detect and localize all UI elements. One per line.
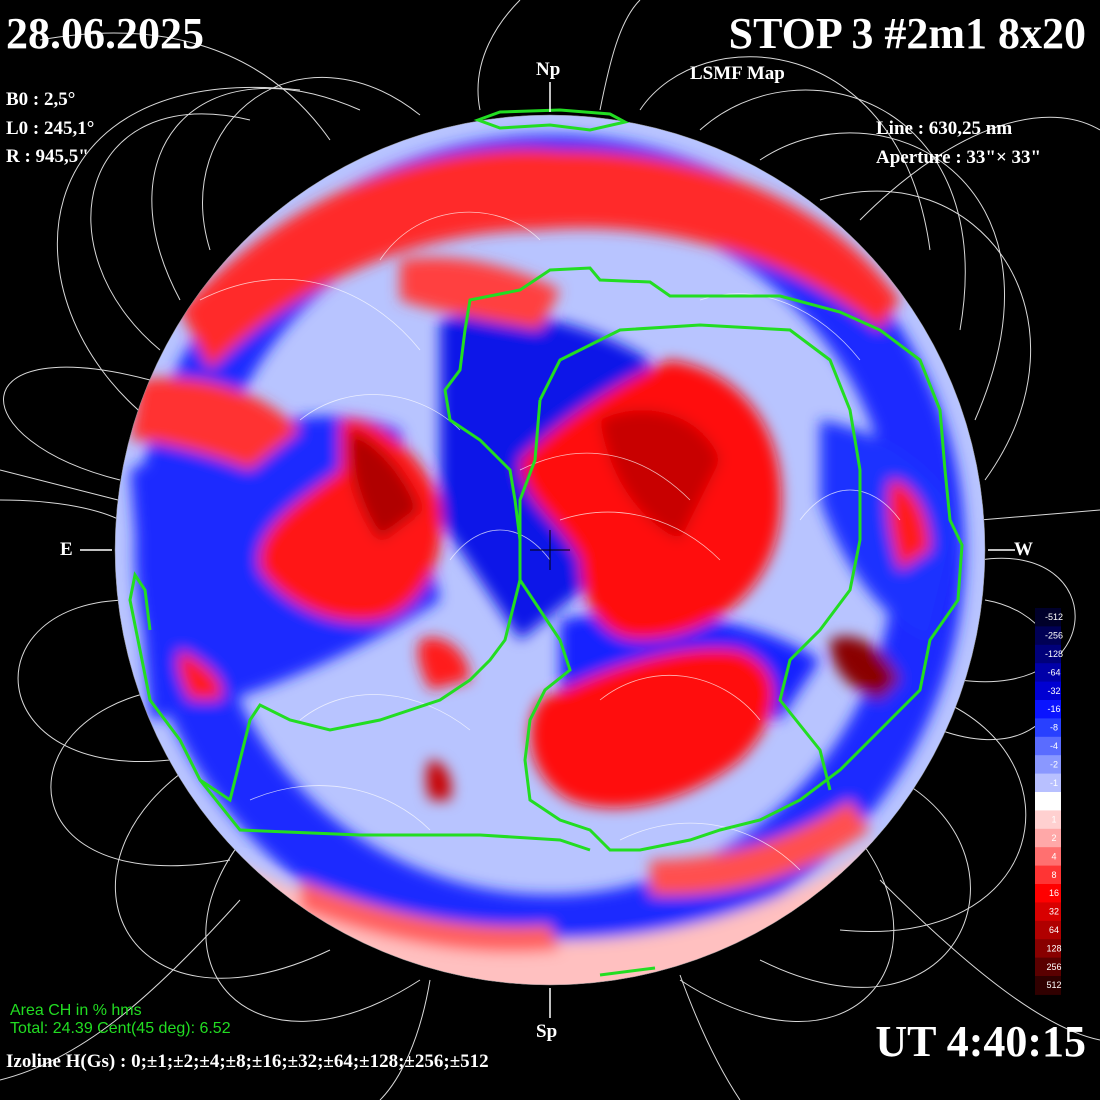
- colorbar-label: -256: [1045, 631, 1063, 641]
- disk-center-marker: [530, 530, 570, 570]
- r-param: R : 945,5": [6, 146, 89, 167]
- colorbar-swatch: [1035, 957, 1061, 977]
- south-pole-label: Sp: [536, 1021, 558, 1042]
- colorbar-label: 4: [1051, 851, 1056, 861]
- area-ch-block: Area CH in % hms Total: 24.39 Cent(45 de…: [10, 1002, 231, 1039]
- area-ch-stats: Total: 24.39 Cent(45 deg): 6.52: [10, 1020, 231, 1038]
- colorbar-swatch: [1035, 700, 1061, 719]
- west-label: W: [1014, 539, 1033, 560]
- colorbar-label: 2: [1051, 833, 1056, 843]
- line-param: Line : 630,25 nm: [876, 118, 1013, 139]
- aperture-param: Aperture : 33"× 33": [876, 146, 1042, 168]
- colorbar-swatch: [1035, 644, 1061, 664]
- colorbar-swatch: [1035, 681, 1061, 701]
- isoline-legend: Izoline H(Gs) : 0;±1;±2;±4;±8;±16;±32;±6…: [6, 1051, 489, 1072]
- colorbar-swatch: [1035, 828, 1061, 848]
- colorbar-swatch: [1035, 884, 1061, 903]
- colorbar-swatch: [1035, 865, 1061, 885]
- colorbar-swatch: [1035, 718, 1061, 738]
- b0-param: B0 : 2,5°: [6, 89, 76, 110]
- colorbar-swatch: [1035, 810, 1061, 830]
- colorbar-label: 16: [1049, 888, 1059, 898]
- coronal-hole-contours: [128, 108, 964, 977]
- east-label: E: [60, 539, 73, 560]
- colorbar-swatch: [1035, 939, 1061, 959]
- colorbar-label: -8: [1050, 723, 1058, 733]
- axis-ticks: [80, 82, 1015, 1018]
- colorbar-swatch: [1035, 663, 1061, 683]
- colorbar-swatch: [1035, 608, 1061, 627]
- colorbar-label: -4: [1050, 741, 1058, 751]
- area-ch-title: Area CH in % hms: [10, 1002, 142, 1019]
- colorbar-swatch: [1035, 920, 1061, 940]
- colorbar-label: 8: [1051, 870, 1056, 880]
- colorbar-swatch: [1035, 847, 1061, 867]
- colorbar-swatch: [1035, 902, 1061, 922]
- colorbar-label: 64: [1049, 925, 1059, 935]
- colorbar-swatch: [1035, 976, 1061, 995]
- colorbar-swatch: [1035, 773, 1061, 793]
- colorbar-label: 512: [1046, 980, 1061, 990]
- colorbar-label: 0: [1051, 796, 1056, 806]
- colorbar-swatch: [1035, 736, 1061, 756]
- colorbar-label: -2: [1050, 759, 1058, 769]
- colorbar-label: -32: [1047, 686, 1060, 696]
- l0-param: L0 : 245,1°: [6, 117, 95, 139]
- colorbar-label: 1: [1051, 815, 1056, 825]
- color-scale-bar: -512 -256 -128 -64 -32 -16 -8 -4 -2 -1 0 1 2 4 8 16 32 64…: [1035, 608, 1063, 995]
- colorbar-label: -512: [1045, 612, 1063, 622]
- colorbar-label: 128: [1046, 943, 1061, 953]
- map-title: STOP 3 #2m1 8x20: [728, 9, 1086, 58]
- colorbar-label: -16: [1047, 704, 1060, 714]
- colorbar-label: -1: [1050, 778, 1058, 788]
- colorbar-label: -128: [1045, 649, 1063, 659]
- ut-time: UT 4:40:15: [875, 1017, 1086, 1066]
- colorbar-label: 32: [1049, 907, 1059, 917]
- colorbar-swatch: [1035, 792, 1061, 811]
- colorbar-swatch: [1035, 626, 1061, 646]
- colorbar-label: 256: [1046, 962, 1061, 972]
- date-label: 28.06.2025: [6, 9, 204, 58]
- field-lines-inner: [199, 211, 901, 871]
- colorbar-swatch: [1035, 755, 1061, 775]
- north-pole-label: Np: [536, 59, 561, 80]
- colorbar-label: -64: [1047, 667, 1060, 677]
- instrument-block: Line : 630,25 nm Aperture : 33"× 33": [876, 115, 1041, 172]
- params-block: B0 : 2,5° L0 : 245,1° R : 945,5": [6, 86, 94, 172]
- map-subtitle: LSMF Map: [690, 63, 785, 84]
